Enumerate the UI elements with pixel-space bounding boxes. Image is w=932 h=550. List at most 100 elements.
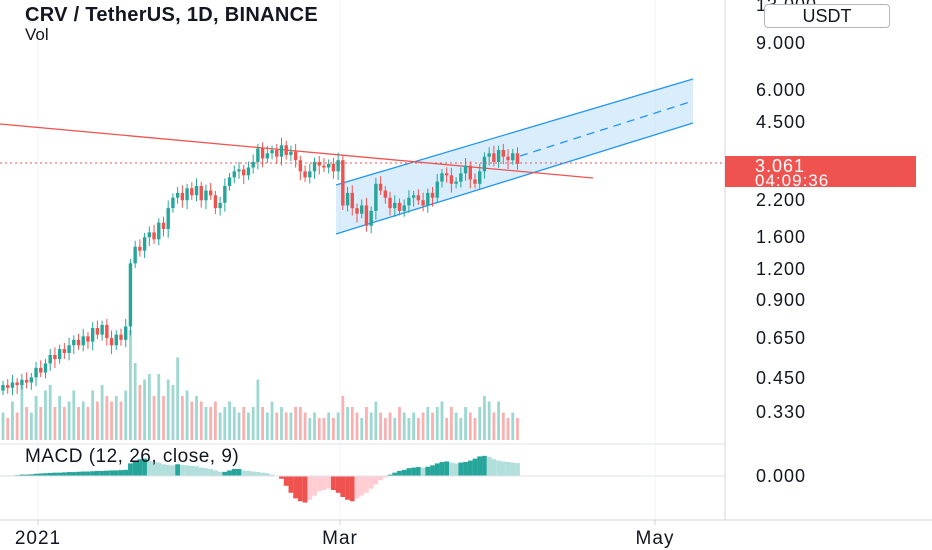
candle-body — [265, 153, 270, 159]
macd-histogram-bar — [463, 462, 468, 476]
volume-bars — [1, 330, 519, 440]
price-axis[interactable]: 13.0009.0006.0004.5002.2001.6001.2000.90… — [756, 0, 817, 486]
volume-indicator-label[interactable]: Vol — [25, 25, 49, 44]
macd-histogram-bar — [179, 464, 185, 476]
candle-body — [109, 338, 114, 346]
price-tick-label: 4.500 — [756, 112, 806, 132]
volume-bar — [119, 401, 123, 440]
macd-histogram-bar — [184, 465, 190, 476]
macd-histogram — [0, 455, 520, 503]
macd-histogram-bar — [222, 471, 228, 476]
candle-body — [161, 222, 166, 230]
candle-body — [180, 192, 185, 201]
candle-body — [166, 208, 170, 230]
candle-body — [147, 232, 152, 238]
candle-body — [393, 202, 397, 209]
volume-bar — [251, 407, 255, 440]
last-price-badge: 3.061 04:09:36 — [725, 156, 916, 190]
macd-histogram-bar — [142, 458, 147, 476]
volume-bar — [166, 379, 170, 440]
volume-bar — [242, 407, 246, 440]
volume-bar — [62, 407, 66, 440]
channel-mid-line[interactable] — [519, 100, 694, 157]
macd-histogram-bar — [321, 476, 327, 490]
volume-bar — [91, 390, 95, 440]
macd-histogram-bar — [515, 463, 520, 476]
volume-bar — [388, 412, 392, 440]
volume-bar — [355, 412, 359, 440]
channel-fill — [336, 79, 693, 234]
symbol-title[interactable]: CRV / TetherUS, 1D, BINANCE — [25, 4, 318, 26]
volume-bar — [412, 412, 416, 440]
candle-body — [142, 237, 147, 251]
volume-bar — [124, 390, 128, 440]
currency-button[interactable]: USDT — [764, 4, 890, 28]
volume-bar — [72, 390, 76, 440]
macd-histogram-bar — [316, 476, 322, 492]
last-price-value: 3.061 — [755, 156, 806, 176]
volume-bar — [67, 401, 71, 440]
price-tick-label: 0.900 — [756, 290, 806, 310]
volume-bar — [110, 401, 113, 440]
candle-body — [454, 181, 458, 184]
macd-histogram-bar — [109, 470, 114, 476]
candle-body — [482, 156, 487, 172]
macd-histogram-bar — [411, 467, 417, 476]
candle-body — [223, 185, 227, 203]
candle-body — [194, 185, 199, 196]
candlestick-series — [1, 137, 520, 396]
candle-body — [293, 151, 298, 161]
volume-bar — [501, 412, 505, 440]
macd-histogram-bar — [227, 470, 232, 476]
volume-bar — [464, 407, 467, 440]
candle-body — [72, 339, 76, 346]
candle-body — [416, 195, 421, 201]
macd-histogram-bar — [113, 470, 119, 476]
candle-body — [407, 197, 411, 206]
macd-histogram-bar — [510, 462, 516, 476]
macd-histogram-bar — [137, 459, 143, 476]
volume-bar — [199, 401, 203, 440]
macd-histogram-bar — [43, 473, 48, 476]
macd-histogram-bar — [236, 469, 242, 476]
candle-body — [157, 222, 161, 240]
candle-body — [227, 177, 232, 186]
macd-indicator-label[interactable]: MACD (12, 26, close, 9) — [25, 446, 240, 467]
macd-histogram-bar — [307, 476, 313, 500]
volume-bar — [289, 412, 293, 440]
candle-body — [459, 173, 463, 182]
chart-header: CRV / TetherUS, 1D, BINANCE Vol — [25, 4, 318, 45]
channel-lower-line[interactable] — [335, 122, 694, 235]
volume-bar — [20, 379, 24, 440]
candle-body — [29, 377, 34, 383]
volume-bar — [77, 407, 80, 440]
volume-bar — [133, 363, 137, 440]
candle-body — [24, 379, 29, 383]
volume-bar — [511, 412, 515, 440]
macd-histogram-bar — [302, 476, 308, 503]
volume-bar — [459, 418, 463, 440]
ascending-channel-drawing[interactable] — [335, 78, 694, 235]
macd-histogram-bar — [118, 470, 124, 476]
candle-body — [378, 183, 383, 191]
macd-histogram-bar — [401, 469, 407, 476]
candle-body — [204, 190, 208, 201]
macd-histogram-bar — [175, 464, 181, 476]
volume-bar — [157, 374, 161, 440]
descending-trendline[interactable] — [0, 123, 594, 179]
candle-body — [468, 165, 472, 180]
candle-body — [6, 385, 10, 388]
candle-body — [76, 339, 81, 346]
volume-bar — [478, 407, 482, 440]
macd-histogram-bar — [406, 468, 412, 476]
volume-bar — [322, 418, 326, 440]
macd-histogram-bar — [496, 460, 501, 476]
channel-upper-line[interactable] — [335, 78, 694, 186]
candle-body — [67, 345, 71, 353]
macd-histogram-bar — [444, 461, 450, 476]
candle-body — [374, 183, 378, 211]
time-tick-label: Mar — [322, 528, 358, 549]
macd-histogram-bar — [90, 471, 96, 476]
time-axis[interactable]: 2021 Mar May — [15, 520, 675, 549]
